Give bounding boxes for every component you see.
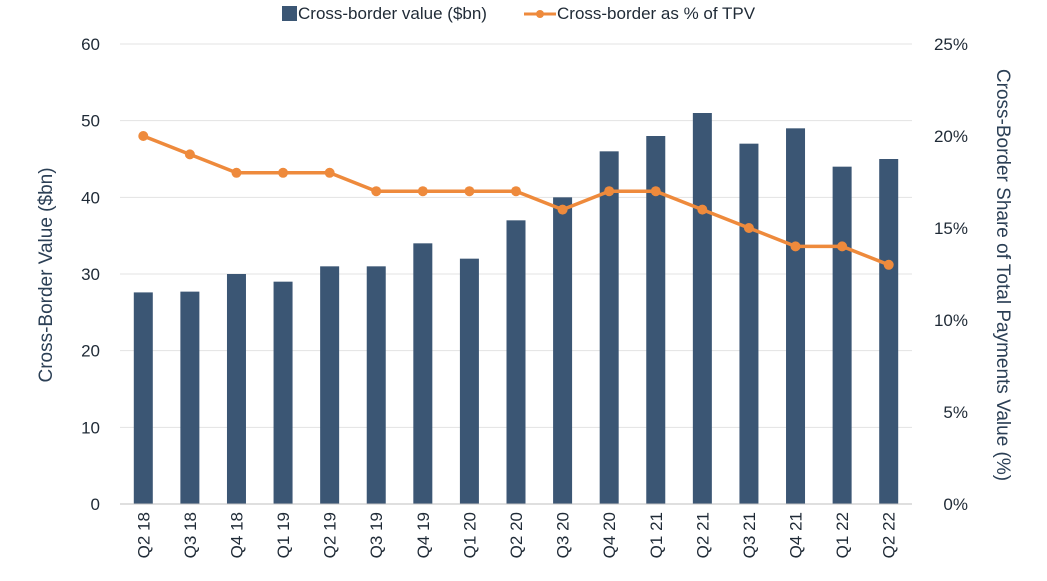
x-tick-label: Q2 19	[321, 512, 340, 558]
bar	[413, 243, 433, 505]
x-tick-label: Q3 19	[367, 512, 386, 558]
bar	[599, 151, 619, 505]
bar	[273, 281, 293, 504]
x-tick-label: Q1 21	[647, 512, 666, 558]
x-tick-label: Q4 21	[787, 512, 806, 558]
line-point	[464, 186, 475, 197]
legend-line-marker	[536, 10, 544, 18]
x-tick-label: Q3 20	[554, 512, 573, 558]
x-tick-label: Q1 20	[460, 512, 479, 558]
bar	[646, 136, 666, 504]
line-point	[557, 204, 568, 215]
y2-tick-label: 15%	[934, 219, 968, 238]
bar	[133, 292, 153, 504]
line-point	[697, 204, 708, 215]
x-tick-label: Q2 22	[880, 512, 899, 558]
y2-tick-label: 0%	[943, 495, 968, 514]
x-tick-label: Q1 19	[274, 512, 293, 558]
bar	[506, 220, 526, 505]
legend-bar-swatch	[282, 6, 297, 21]
x-tick-label: Q3 18	[181, 512, 200, 558]
line-point	[511, 186, 521, 197]
bar	[180, 291, 200, 504]
bar	[739, 143, 759, 504]
bar	[553, 197, 573, 505]
x-tick-label: Q2 20	[507, 512, 526, 558]
line-point	[417, 186, 428, 197]
legend-line-label: Cross-border as % of TPV	[557, 4, 756, 23]
y2-tick-label: 5%	[943, 403, 968, 422]
line-point	[650, 186, 661, 197]
bar	[320, 266, 340, 504]
bar	[786, 128, 806, 505]
bar-series	[133, 113, 899, 505]
line-point	[138, 131, 149, 141]
line-point	[883, 259, 894, 270]
line-point	[371, 186, 382, 197]
y2-axis-title: Cross-Border Share of Total Payments Val…	[992, 69, 1013, 481]
axes: 0 10 20 30 40 50 60 0% 5% 10% 15% 20% 25% Q2 18 Q3 18 Q…	[81, 35, 968, 558]
y2-tick-label: 25%	[934, 35, 968, 54]
x-tick-label: Q4 18	[227, 512, 246, 558]
line-point	[790, 241, 801, 252]
bar	[832, 166, 852, 504]
y-tick-label: 10	[81, 418, 100, 437]
x-tick-label: Q1 22	[833, 512, 852, 558]
x-tick-label: Q4 20	[600, 512, 619, 558]
line-point	[278, 167, 289, 178]
y-tick-label: 30	[81, 265, 100, 284]
legend: Cross-border value ($bn) Cross-border as…	[282, 4, 756, 23]
y2-tick-label: 10%	[934, 311, 968, 330]
y-axis-title: Cross-Border Value ($bn)	[36, 167, 57, 382]
bar	[459, 258, 479, 504]
y-tick-label: 60	[81, 35, 100, 54]
x-tick-label: Q2 21	[693, 512, 712, 558]
x-tick-label: Q2 18	[134, 512, 153, 558]
y2-tick-label: 20%	[934, 127, 968, 146]
line-point	[324, 167, 335, 178]
line-point	[743, 223, 754, 233]
bar	[226, 274, 246, 504]
y-tick-label: 40	[81, 188, 100, 207]
bar	[879, 159, 899, 504]
y-tick-label: 20	[81, 342, 100, 361]
bar	[692, 113, 712, 504]
line-series	[138, 131, 894, 270]
legend-bar-label: Cross-border value ($bn)	[298, 4, 487, 23]
x-tick-label: Q3 21	[740, 512, 759, 558]
y-tick-label: 50	[81, 112, 100, 131]
bar	[366, 266, 386, 504]
x-tick-label: Q4 19	[414, 512, 433, 558]
line-point	[837, 241, 848, 252]
y-tick-label: 0	[91, 495, 100, 514]
line-point	[231, 167, 242, 178]
line-point	[604, 186, 615, 197]
line-point	[184, 149, 195, 160]
